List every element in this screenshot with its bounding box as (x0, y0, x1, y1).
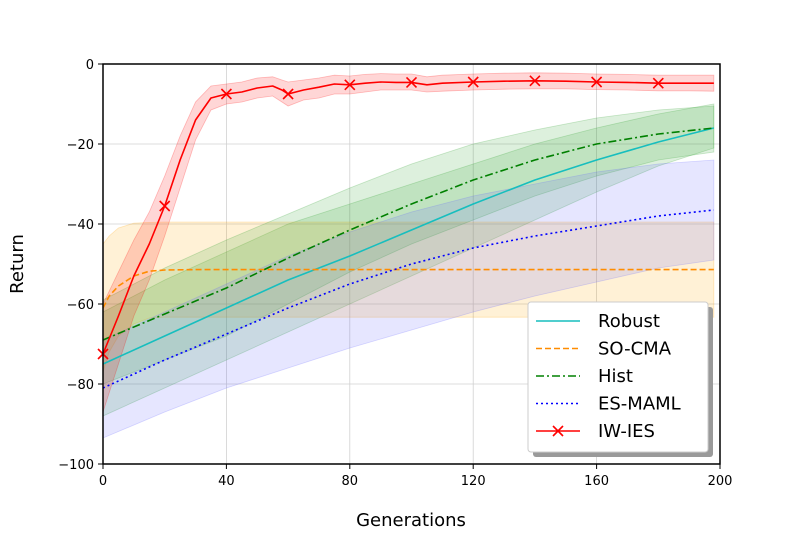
x-tick-label: 0 (99, 474, 107, 489)
line-iw-ies (103, 80, 714, 355)
legend-label-hist: Hist (598, 366, 633, 387)
marker-stroke (529, 75, 541, 87)
y-axis-label: Return (7, 234, 28, 294)
y-tick-label: −40 (67, 218, 94, 233)
line-robust (103, 127, 715, 365)
marker-iw-ies (529, 75, 541, 87)
x-tick-label: 40 (218, 474, 235, 489)
marker-stroke (220, 88, 232, 100)
marker-stroke (344, 79, 356, 91)
band-so-cma (103, 221, 715, 373)
y-tick-label: −80 (67, 378, 94, 393)
marker-iw-ies (344, 79, 356, 91)
band-robust (103, 103, 715, 417)
plot-frame (102, 63, 721, 465)
band-iw-ies (103, 72, 715, 413)
marker-iw-ies (652, 77, 664, 89)
series-lines (103, 80, 715, 389)
x-axis-ticks: 0 40 80 120 160 200 (99, 464, 733, 489)
legend-label-es-maml: ES-MAML (598, 394, 681, 415)
y-axis-ticks: 0 −20 −40 −60 −80 −100 (58, 58, 103, 473)
legend-marker (552, 425, 564, 437)
marker-stroke (591, 76, 603, 88)
legend-label-robust: Robust (598, 311, 660, 332)
marker-stroke (652, 77, 664, 89)
legend-label-iw-ies: IW-IES (598, 421, 655, 442)
confidence-bands (103, 72, 715, 439)
marker-iw-ies (405, 76, 418, 88)
y-tick-label: 0 (86, 58, 94, 73)
marker-iw-ies (467, 76, 479, 88)
x-axis-label: Generations (356, 510, 466, 531)
x-tick-label: 120 (461, 474, 486, 489)
band-hist (103, 105, 715, 385)
marker-stroke (467, 76, 479, 88)
marker-stroke (159, 200, 171, 212)
y-tick-label: −60 (67, 298, 94, 313)
marker-iw-ies (220, 88, 232, 100)
x-tick-label: 160 (584, 474, 609, 489)
x-tick-label: 80 (342, 474, 359, 489)
legend-label-so-cma: SO-CMA (598, 339, 672, 360)
marker-iw-ies (159, 200, 171, 212)
marker-iw-ies (282, 88, 294, 100)
marker-stroke (282, 88, 294, 100)
marker-stroke (405, 76, 418, 88)
legend: Robust SO-CMA Hist ES-MAML IW-IES (527, 301, 713, 457)
legend-box (527, 301, 709, 453)
x-tick-label: 200 (708, 474, 733, 489)
line-hist (103, 127, 714, 341)
marker-iw-ies (591, 76, 603, 88)
y-tick-label: −20 (67, 138, 94, 153)
y-tick-label: −100 (58, 458, 94, 473)
line-so-cma (103, 268, 714, 309)
